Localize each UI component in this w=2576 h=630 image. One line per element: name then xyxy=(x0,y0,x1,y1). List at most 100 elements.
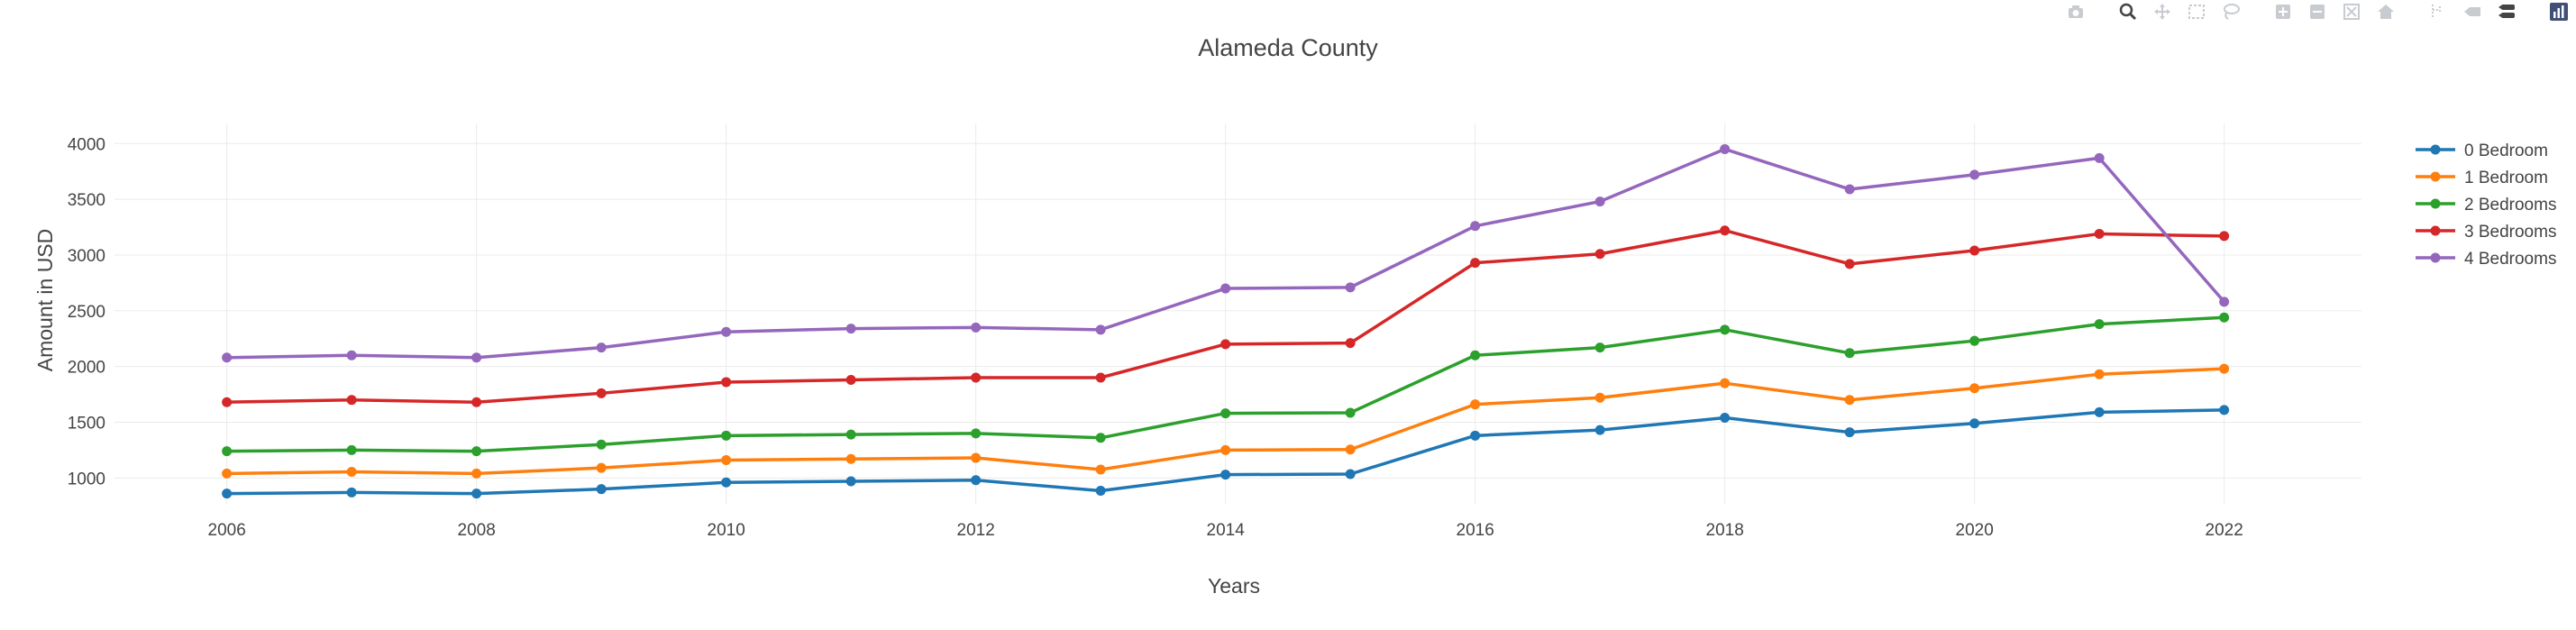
legend-item-0-bedroom[interactable]: 0 Bedroom xyxy=(2416,142,2548,160)
data-point-4-bedrooms xyxy=(1969,169,1980,180)
data-point-1-bedroom xyxy=(1470,399,1481,410)
x-tick-label: 2014 xyxy=(1207,521,1246,540)
legend-item-4-bedrooms[interactable]: 4 Bedrooms xyxy=(2416,250,2556,269)
data-point-0-bedroom xyxy=(1844,427,1855,438)
data-point-0-bedroom xyxy=(222,488,233,499)
data-point-2-bedrooms xyxy=(721,430,732,441)
data-point-2-bedrooms xyxy=(1969,335,1980,346)
y-tick-label: 2500 xyxy=(68,303,105,322)
legend-label: 0 Bedroom xyxy=(2464,142,2548,160)
data-point-2-bedrooms xyxy=(1594,342,1605,353)
data-point-0-bedroom xyxy=(2094,406,2105,417)
hover-closest-icon xyxy=(2464,7,2480,16)
data-point-3-bedrooms xyxy=(1720,225,1731,236)
data-point-1-bedroom xyxy=(1220,444,1231,455)
data-point-0-bedroom xyxy=(845,476,856,487)
data-point-4-bedrooms xyxy=(721,326,732,337)
data-point-4-bedrooms xyxy=(471,352,482,363)
data-point-2-bedrooms xyxy=(1220,408,1231,419)
data-point-2-bedrooms xyxy=(596,439,607,450)
data-point-0-bedroom xyxy=(596,484,607,495)
home-icon xyxy=(2378,5,2394,19)
data-point-3-bedrooms xyxy=(1470,258,1481,269)
x-tick-label: 2016 xyxy=(1457,521,1494,540)
plotly-logo-button[interactable] xyxy=(2542,1,2576,23)
data-point-1-bedroom xyxy=(971,452,982,463)
y-tick-label: 1000 xyxy=(68,470,105,488)
pan-icon xyxy=(2154,4,2170,20)
data-point-1-bedroom xyxy=(222,468,233,479)
data-point-2-bedrooms xyxy=(971,428,982,439)
data-point-2-bedrooms xyxy=(1470,350,1481,361)
data-point-0-bedroom xyxy=(1720,413,1731,424)
hover-compare-button[interactable] xyxy=(2489,1,2524,23)
data-point-3-bedrooms xyxy=(721,377,732,388)
plotly-logo-icon xyxy=(2550,3,2568,21)
pan-button[interactable] xyxy=(2145,1,2179,23)
legend-item-1-bedroom[interactable]: 1 Bedroom xyxy=(2416,169,2548,187)
data-point-2-bedrooms xyxy=(346,444,357,455)
lasso-select-icon xyxy=(2224,4,2240,20)
data-point-1-bedroom xyxy=(1720,378,1731,388)
x-tick-label: 2010 xyxy=(708,521,745,540)
data-point-4-bedrooms xyxy=(1220,283,1231,294)
data-point-4-bedrooms xyxy=(1844,184,1855,195)
data-point-0-bedroom xyxy=(471,488,482,499)
data-point-1-bedroom xyxy=(471,468,482,479)
camera-button[interactable] xyxy=(2059,1,2093,23)
autoscale-button[interactable] xyxy=(2334,1,2369,23)
spike-lines-button[interactable] xyxy=(2421,1,2455,23)
hover-closest-button[interactable] xyxy=(2455,1,2489,23)
zoom-button[interactable] xyxy=(2111,1,2145,23)
y-axis-label: Amount in USD xyxy=(33,229,57,372)
y-tick-label: 4000 xyxy=(68,135,105,154)
data-point-3-bedrooms xyxy=(2094,228,2105,239)
x-tick-label: 2018 xyxy=(1706,521,1744,540)
data-point-3-bedrooms xyxy=(222,397,233,407)
zoom-in-icon xyxy=(2276,5,2290,19)
data-point-4-bedrooms xyxy=(1345,282,1356,293)
data-point-4-bedrooms xyxy=(222,352,233,363)
data-point-4-bedrooms xyxy=(1720,143,1731,154)
legend-item-3-bedrooms[interactable]: 3 Bedrooms xyxy=(2416,223,2556,242)
x-tick-label: 2008 xyxy=(458,521,496,540)
data-point-4-bedrooms xyxy=(1470,221,1481,232)
data-point-1-bedroom xyxy=(2094,369,2105,379)
zoom-in-button[interactable] xyxy=(2266,1,2300,23)
data-point-0-bedroom xyxy=(1969,418,1980,429)
x-tick-label: 2022 xyxy=(2206,521,2243,540)
data-point-1-bedroom xyxy=(346,467,357,478)
data-point-0-bedroom xyxy=(346,487,357,498)
data-point-3-bedrooms xyxy=(971,372,982,383)
data-point-1-bedroom xyxy=(845,453,856,464)
autoscale-icon xyxy=(2343,4,2360,20)
camera-icon xyxy=(2069,5,2083,18)
data-point-1-bedroom xyxy=(1844,395,1855,406)
data-point-3-bedrooms xyxy=(1844,259,1855,269)
zoom-out-icon xyxy=(2310,5,2325,19)
zoom-out-button[interactable] xyxy=(2300,1,2334,23)
data-point-0-bedroom xyxy=(2219,405,2230,415)
box-select-button[interactable] xyxy=(2179,1,2214,23)
legend-item-2-bedrooms[interactable]: 2 Bedrooms xyxy=(2416,196,2556,215)
data-point-3-bedrooms xyxy=(1220,339,1231,350)
lasso-select-button[interactable] xyxy=(2214,1,2248,23)
y-tick-label: 3000 xyxy=(68,247,105,266)
data-point-0-bedroom xyxy=(971,475,982,486)
data-point-3-bedrooms xyxy=(596,388,607,398)
legend-label: 3 Bedrooms xyxy=(2464,223,2556,242)
y-tick-label: 1500 xyxy=(68,414,105,433)
home-button[interactable] xyxy=(2369,1,2403,23)
data-point-2-bedrooms xyxy=(1720,324,1731,335)
data-point-2-bedrooms xyxy=(845,429,856,440)
data-point-1-bedroom xyxy=(1594,392,1605,403)
data-point-1-bedroom xyxy=(1969,383,1980,394)
data-point-3-bedrooms xyxy=(1345,338,1356,349)
data-point-1-bedroom xyxy=(596,462,607,473)
data-point-4-bedrooms xyxy=(845,324,856,334)
data-point-3-bedrooms xyxy=(845,374,856,385)
data-point-2-bedrooms xyxy=(471,446,482,457)
data-point-2-bedrooms xyxy=(2094,319,2105,330)
spike-lines-icon xyxy=(2432,5,2441,19)
data-point-3-bedrooms xyxy=(471,397,482,407)
